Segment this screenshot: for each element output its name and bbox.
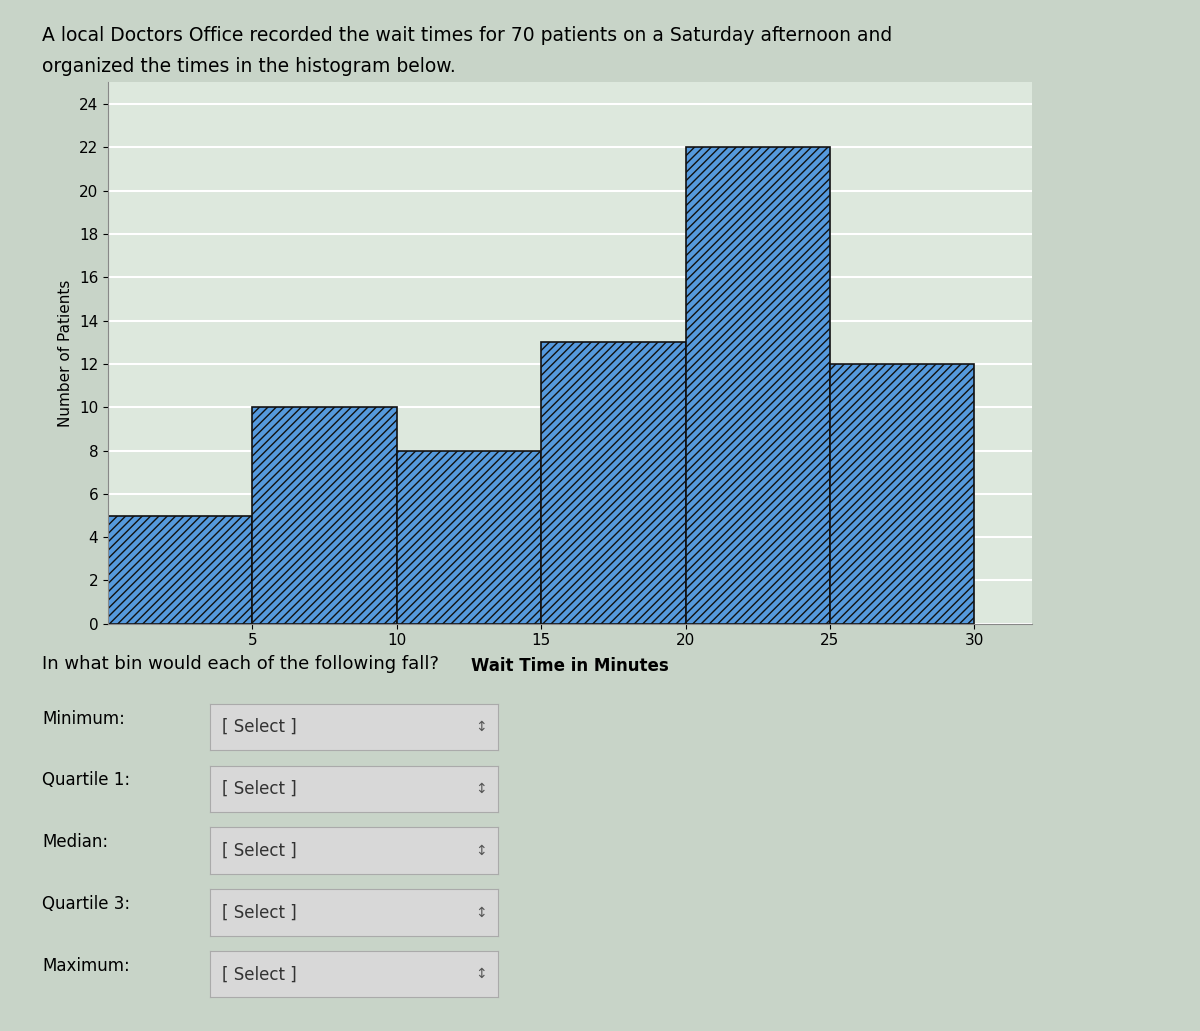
- X-axis label: Wait Time in Minutes: Wait Time in Minutes: [472, 657, 668, 675]
- Text: A local Doctors Office recorded the wait times for 70 patients on a Saturday aft: A local Doctors Office recorded the wait…: [42, 26, 893, 44]
- Text: ↕: ↕: [475, 905, 486, 920]
- Text: ↕: ↕: [475, 843, 486, 858]
- Text: [ Select ]: [ Select ]: [222, 965, 296, 984]
- Text: [ Select ]: [ Select ]: [222, 718, 296, 736]
- Bar: [830, 364, 974, 624]
- Text: Quartile 1:: Quartile 1:: [42, 771, 130, 790]
- Text: [ Select ]: [ Select ]: [222, 841, 296, 860]
- Text: Maximum:: Maximum:: [42, 957, 130, 975]
- Text: [ Select ]: [ Select ]: [222, 779, 296, 798]
- Text: organized the times in the histogram below.: organized the times in the histogram bel…: [42, 57, 456, 75]
- Text: Minimum:: Minimum:: [42, 709, 125, 728]
- Text: ↕: ↕: [475, 720, 486, 734]
- Text: [ Select ]: [ Select ]: [222, 903, 296, 922]
- Bar: [397, 451, 541, 624]
- Bar: [108, 516, 252, 624]
- Y-axis label: Number of Patients: Number of Patients: [59, 279, 73, 427]
- Text: Median:: Median:: [42, 833, 108, 852]
- Text: In what bin would each of the following fall?: In what bin would each of the following …: [42, 655, 439, 672]
- Text: Quartile 3:: Quartile 3:: [42, 895, 130, 913]
- Bar: [252, 407, 397, 624]
- Text: ↕: ↕: [475, 967, 486, 982]
- Bar: [541, 342, 685, 624]
- Bar: [685, 147, 830, 624]
- Text: ↕: ↕: [475, 781, 486, 796]
